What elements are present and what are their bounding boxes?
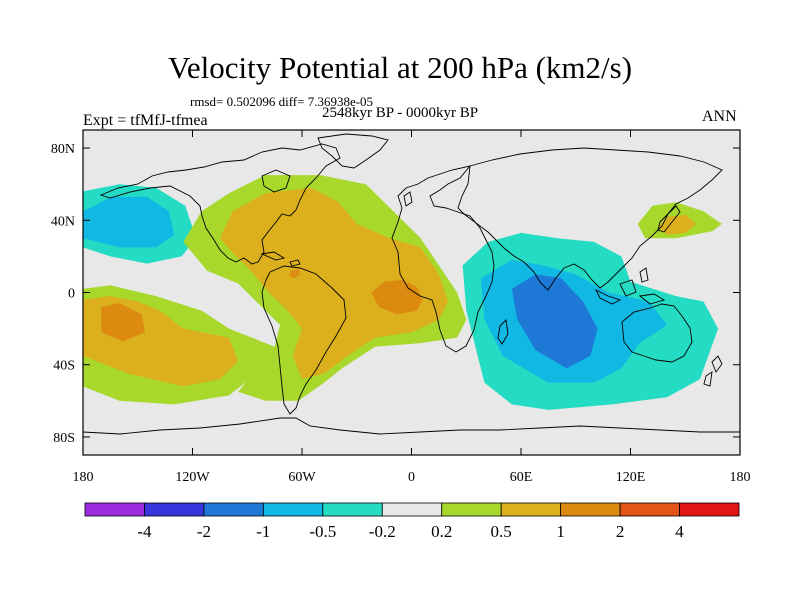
coastline-asia xyxy=(457,147,723,291)
y-tick-label: 80S xyxy=(53,431,75,446)
coastline-north-america xyxy=(99,143,341,265)
coastline-south-america xyxy=(261,265,347,415)
contour-region-north-pacific-negative-core xyxy=(83,196,175,248)
colorbar-label: 1 xyxy=(556,522,565,541)
y-tick-label: 0 xyxy=(68,287,75,302)
x-tick-label: 0 xyxy=(408,470,415,485)
coastline-madagascar xyxy=(497,319,509,345)
contour-fill-layer xyxy=(83,175,722,410)
season-label: ANN xyxy=(702,108,737,125)
x-tick-label: 60W xyxy=(288,470,316,485)
experiment-label: Expt = tfMfJ-tfmea xyxy=(83,112,208,129)
colorbar-label: 0.2 xyxy=(431,522,452,541)
colorbar-label: -2 xyxy=(197,522,211,541)
coastline-layer xyxy=(83,133,740,435)
contour-region-east-atlantic-strong xyxy=(371,279,423,315)
coastline-caribbean xyxy=(260,251,301,267)
stats-text: rmsd= 0.502096 diff= 7.36938e-05 xyxy=(190,94,374,109)
coastline-antarctica xyxy=(83,417,740,435)
contour-region-indian-ocean-negative-core xyxy=(511,274,598,369)
coastline-japan xyxy=(657,205,681,233)
colorbar-label: -0.5 xyxy=(309,522,336,541)
coastline-new-zealand xyxy=(703,355,723,387)
colorbar-swatch xyxy=(619,502,680,517)
colorbar-swatch xyxy=(500,502,562,517)
colorbar-label: 0.5 xyxy=(491,522,512,541)
colorbar: -4 -2 -1 -0.5 -0.2 0.2 0.5 1 2 4 xyxy=(84,502,740,541)
coastline-greenland xyxy=(317,133,389,169)
colorbar-swatch xyxy=(441,502,502,517)
y-tick-label: 40S xyxy=(53,359,75,374)
coastline-europe-africa xyxy=(391,165,495,353)
coastline-hudson-bay xyxy=(261,169,291,193)
colorbar-label: -1 xyxy=(256,522,270,541)
coastline-maritime-asia xyxy=(594,267,666,305)
x-tick-label: 120E xyxy=(616,470,646,485)
x-tick-label: 180 xyxy=(73,470,94,485)
contour-region-south-pacific-strong xyxy=(101,303,146,342)
chart-title: Velocity Potential at 200 hPa (km2/s) xyxy=(167,50,633,85)
colorbar-swatch xyxy=(560,502,621,517)
coastline-britain xyxy=(403,191,413,207)
contour-region-atlantic-positive-core xyxy=(219,187,448,380)
colorbar-label: 2 xyxy=(616,522,625,541)
colorbar-swatch xyxy=(381,502,443,517)
colorbar-swatch xyxy=(203,502,264,517)
contour-region-north-pacific-east-positive-core xyxy=(657,214,697,235)
x-tick-label: 60E xyxy=(510,470,533,485)
y-tick-label: 40N xyxy=(51,214,75,229)
axis-ticks: 180 120W 60W 0 60E 120E 180 80N 40N 0 40S 80S xyxy=(51,130,751,485)
colorbar-swatch xyxy=(262,502,324,517)
colorbar-swatch xyxy=(144,502,205,517)
period-subtitle: 2548kyr BP - 0000kyr BP xyxy=(322,105,479,121)
colorbar-label: 4 xyxy=(675,522,684,541)
colorbar-swatch xyxy=(84,502,145,517)
coastline-australia xyxy=(621,303,693,363)
y-tick-label: 80N xyxy=(51,142,75,157)
colorbar-swatch xyxy=(679,502,740,517)
x-tick-label: 120W xyxy=(175,470,210,485)
contour-region-caribbean-strong xyxy=(289,269,301,279)
colorbar-label: -4 xyxy=(137,522,152,541)
colorbar-swatch xyxy=(322,502,383,517)
x-tick-label: 180 xyxy=(730,470,751,485)
colorbar-label: -0.2 xyxy=(369,522,396,541)
